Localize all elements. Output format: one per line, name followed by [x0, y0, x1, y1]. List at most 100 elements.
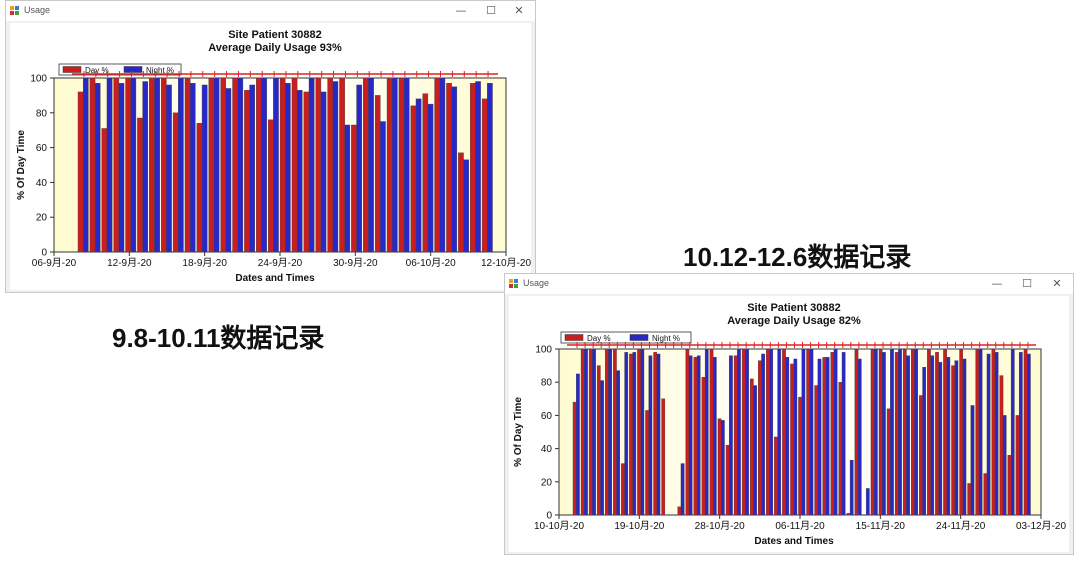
y-tick-label: 100	[535, 345, 552, 356]
bar-night	[930, 355, 935, 516]
bar-night	[130, 77, 137, 253]
bar-day	[741, 348, 746, 516]
bar-day	[256, 77, 262, 253]
bar-day	[894, 352, 899, 516]
minimize-icon[interactable]: —	[991, 277, 1003, 290]
bar-day	[967, 483, 972, 516]
bar-night	[178, 77, 184, 253]
bar-night	[914, 348, 918, 516]
bar-day	[983, 473, 988, 516]
maximize-icon[interactable]: ☐	[486, 4, 496, 17]
bar-day	[613, 348, 617, 516]
bar-night	[154, 77, 160, 253]
caption-first-period: 9.8-10.11数据记录	[112, 323, 325, 353]
legend-swatch	[629, 334, 649, 341]
legend-label: Day %	[587, 334, 611, 343]
y-tick-label: 100	[30, 74, 47, 85]
bar-night	[632, 352, 637, 516]
bar-day	[653, 352, 658, 516]
bar-night	[994, 352, 999, 516]
bar-night	[189, 83, 196, 253]
bar-night	[608, 348, 612, 516]
bar-night	[142, 81, 149, 253]
usage-window-2: Usage — ☐ ✕ Site Patient 30882 Average Da…	[504, 273, 1074, 555]
bar-night	[273, 77, 279, 253]
bar-day	[935, 352, 939, 516]
bar-night	[237, 77, 244, 253]
bar-day	[1007, 455, 1012, 516]
bar-night	[745, 348, 749, 516]
title-bar[interactable]: Usage — ☐ ✕	[6, 1, 535, 21]
bar-night	[415, 98, 422, 253]
minimize-icon[interactable]: —	[455, 4, 467, 17]
x-tick-label: 12-10月-20	[481, 257, 531, 269]
close-icon[interactable]: ✕	[1052, 277, 1062, 290]
bar-day	[446, 83, 452, 253]
bar-day	[220, 77, 227, 253]
y-axis-label: % Of Day Time	[513, 397, 524, 467]
bar-day	[279, 77, 286, 253]
y-tick-label: 0	[546, 511, 552, 522]
chart-legend: Day % Night %	[560, 331, 692, 344]
usage-window-1: Usage — ☐ ✕ Site Patient 30882 Average Da…	[5, 0, 536, 293]
bar-day	[208, 77, 215, 253]
bar-night	[753, 385, 757, 516]
legend-swatch	[564, 334, 584, 341]
chart-area: Site Patient 30882 Average Daily Usage 93…	[10, 23, 531, 290]
bar-day	[637, 348, 641, 516]
bar-night	[890, 348, 894, 516]
bar-night	[817, 358, 822, 516]
bar-day	[758, 360, 762, 516]
bar-day	[351, 124, 357, 253]
bar-night	[640, 348, 645, 516]
bar-day	[838, 381, 843, 516]
bar-day	[315, 77, 322, 253]
bar-day	[919, 395, 923, 516]
bar-day	[911, 348, 915, 516]
legend-swatch	[123, 66, 143, 73]
bar-day	[125, 77, 131, 253]
bar-night	[704, 348, 709, 516]
bar-night	[978, 348, 983, 516]
bar-day	[172, 112, 179, 253]
bar-day	[959, 348, 964, 516]
maximize-icon[interactable]: ☐	[1022, 277, 1032, 290]
bar-night	[308, 77, 315, 253]
bar-day	[291, 77, 298, 253]
bar-night	[906, 355, 910, 516]
bar-day	[267, 119, 274, 253]
bar-day	[580, 348, 585, 516]
window-title: Usage	[523, 278, 550, 288]
bar-night	[403, 77, 410, 253]
x-tick-label: 18-9月-20	[182, 257, 227, 269]
bar-day	[398, 77, 405, 253]
y-tick-label: 40	[541, 444, 553, 455]
bar-day	[886, 408, 891, 516]
bar-day	[902, 348, 907, 516]
chart-subtitle: Average Daily Usage 82%	[727, 315, 861, 327]
bar-night	[82, 77, 89, 253]
chart-area: Site Patient 30882 Average Daily Usage 82…	[509, 296, 1069, 552]
bar-night	[729, 355, 733, 516]
x-tick-label: 15-11月-20	[856, 520, 906, 532]
bar-day	[196, 123, 203, 253]
bar-night	[344, 124, 351, 253]
bar-day	[854, 348, 859, 516]
x-tick-label: 30-9月-20	[333, 257, 378, 269]
bar-day	[137, 117, 143, 253]
legend-swatch	[62, 66, 82, 73]
bar-day	[693, 357, 698, 516]
bar-night	[721, 420, 725, 516]
close-icon[interactable]: ✕	[514, 4, 524, 17]
legend-label: Night %	[146, 66, 174, 75]
bar-day	[605, 348, 609, 516]
title-bar[interactable]: Usage — ☐ ✕	[505, 274, 1073, 294]
bar-day	[1015, 415, 1020, 516]
x-tick-label: 12-9月-20	[107, 257, 152, 269]
x-tick-label: 28-10月-20	[695, 520, 745, 532]
bar-day	[572, 401, 577, 516]
bar-day	[89, 77, 96, 253]
y-tick-label: 0	[41, 248, 47, 259]
bar-day	[774, 436, 778, 516]
bar-night	[712, 357, 717, 516]
